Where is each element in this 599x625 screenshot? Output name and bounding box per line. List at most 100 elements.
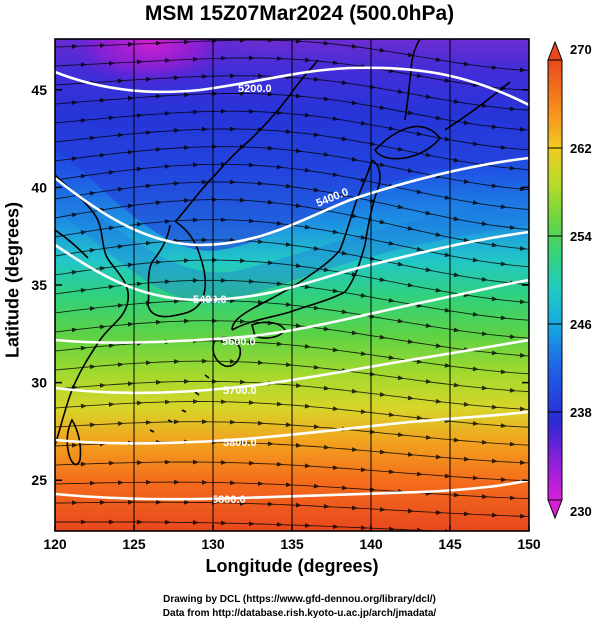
wind-arrow — [500, 144, 507, 150]
wind-arrow — [108, 402, 115, 407]
wind-arrow — [183, 258, 190, 263]
wind-arrow — [472, 421, 479, 426]
wind-arrow — [192, 109, 199, 115]
wind-arrow — [323, 444, 330, 450]
wind-arrow — [71, 500, 78, 506]
wind-arrow — [89, 306, 96, 312]
contour-label: 5700.0 — [223, 385, 257, 397]
wind-arrow — [519, 246, 526, 251]
wind-arrow — [500, 204, 507, 210]
wind-arrow — [351, 213, 358, 219]
wind-arrow — [397, 375, 404, 381]
wind-arrow — [155, 200, 162, 206]
wind-arrow — [491, 404, 498, 410]
wind-arrow — [145, 420, 152, 425]
wind-arrow — [127, 381, 134, 387]
wind-arrow — [295, 93, 302, 99]
wind-arrow — [481, 331, 488, 337]
wind-arrow — [276, 110, 283, 116]
wind-arrow — [407, 168, 414, 173]
wind-arrow — [481, 276, 488, 282]
wind-arrow — [99, 152, 106, 158]
colorbar-min-arrow — [547, 499, 563, 520]
wind-arrow — [108, 170, 115, 175]
wind-arrow — [444, 252, 451, 258]
wind-arrow — [192, 162, 199, 168]
wind-arrow — [276, 281, 283, 286]
wind-arrow — [295, 442, 302, 448]
wind-arrow — [71, 327, 78, 333]
colorbar-tick-label: 230 — [570, 504, 592, 519]
wind-arrow — [453, 157, 460, 163]
y-tick-label: 40 — [31, 179, 47, 195]
wind-arrow — [117, 421, 124, 427]
wind-arrow — [257, 180, 264, 186]
wind-arrow — [341, 192, 348, 198]
wind-arrow — [500, 423, 507, 428]
wind-arrow — [407, 395, 414, 401]
wind-arrow — [183, 92, 190, 98]
wind-arrow — [304, 167, 311, 173]
wind-arrow — [276, 461, 283, 467]
colorbar-tick-label: 262 — [570, 141, 592, 156]
wind-arrow — [388, 469, 395, 475]
wind-arrow — [332, 347, 339, 353]
wind-arrow — [164, 58, 171, 63]
y-tick-label: 30 — [31, 375, 47, 391]
wind-arrow — [351, 447, 358, 452]
wind-arrow — [295, 502, 302, 508]
contour-labels: 5200.0 5400.0 5400.0 5600.0 5700.0 5800.… — [193, 83, 350, 506]
wind-arrow — [136, 166, 143, 172]
x-tick-label: 120 — [43, 536, 67, 552]
wind-arrow — [220, 108, 227, 114]
wind-arrow — [220, 55, 227, 61]
y-tick-label: 45 — [31, 82, 47, 98]
wind-arrow — [416, 73, 423, 78]
wind-arrow — [360, 351, 367, 356]
wind-arrow — [295, 383, 302, 388]
wind-arrow — [127, 262, 134, 268]
wind-arrow — [71, 270, 78, 275]
wind-arrow — [71, 100, 78, 106]
wind-arrow — [435, 57, 442, 62]
wind-arrow — [173, 479, 180, 485]
wind-arrow — [285, 242, 292, 247]
wind-arrow — [388, 355, 395, 360]
wind-arrow — [444, 195, 451, 200]
wind-arrow — [463, 179, 470, 184]
wind-arrow — [183, 198, 190, 203]
wind-arrow — [117, 244, 124, 249]
wind-arrow — [127, 499, 134, 505]
wind-arrow — [407, 452, 414, 457]
wind-arrow — [360, 293, 367, 298]
wind-arrow — [136, 281, 143, 287]
wind-arrow — [136, 113, 143, 118]
y-tick-label: 25 — [31, 472, 47, 488]
wind-arrow — [491, 458, 498, 464]
x-axis: 120 125 130 135 140 145 150 — [43, 536, 541, 552]
wind-arrow — [519, 299, 526, 305]
wind-arrow — [397, 204, 404, 210]
wind-arrow — [491, 512, 498, 518]
wind-arrow — [416, 131, 423, 136]
wind-arrow — [295, 39, 302, 44]
y-tick-label: 35 — [31, 277, 47, 293]
wind-arrow — [164, 111, 171, 116]
wind-arrow — [425, 152, 432, 158]
wind-arrow — [164, 399, 171, 405]
wind-arrow — [519, 186, 526, 192]
wind-arrow — [304, 112, 311, 118]
wind-arrow — [136, 222, 143, 227]
contour-label: 5400.0 — [193, 294, 227, 306]
wind-arrow — [239, 197, 246, 203]
wind-arrow — [323, 152, 330, 157]
wind-arrow — [155, 40, 162, 46]
wind-arrow — [99, 324, 106, 330]
wind-arrow — [481, 494, 488, 499]
wind-arrow — [99, 383, 106, 388]
wind-arrow — [500, 261, 507, 267]
wind-arrow — [173, 128, 180, 133]
wind-arrow — [379, 105, 386, 110]
graticule — [54, 39, 530, 531]
wind-arrow — [295, 203, 302, 208]
